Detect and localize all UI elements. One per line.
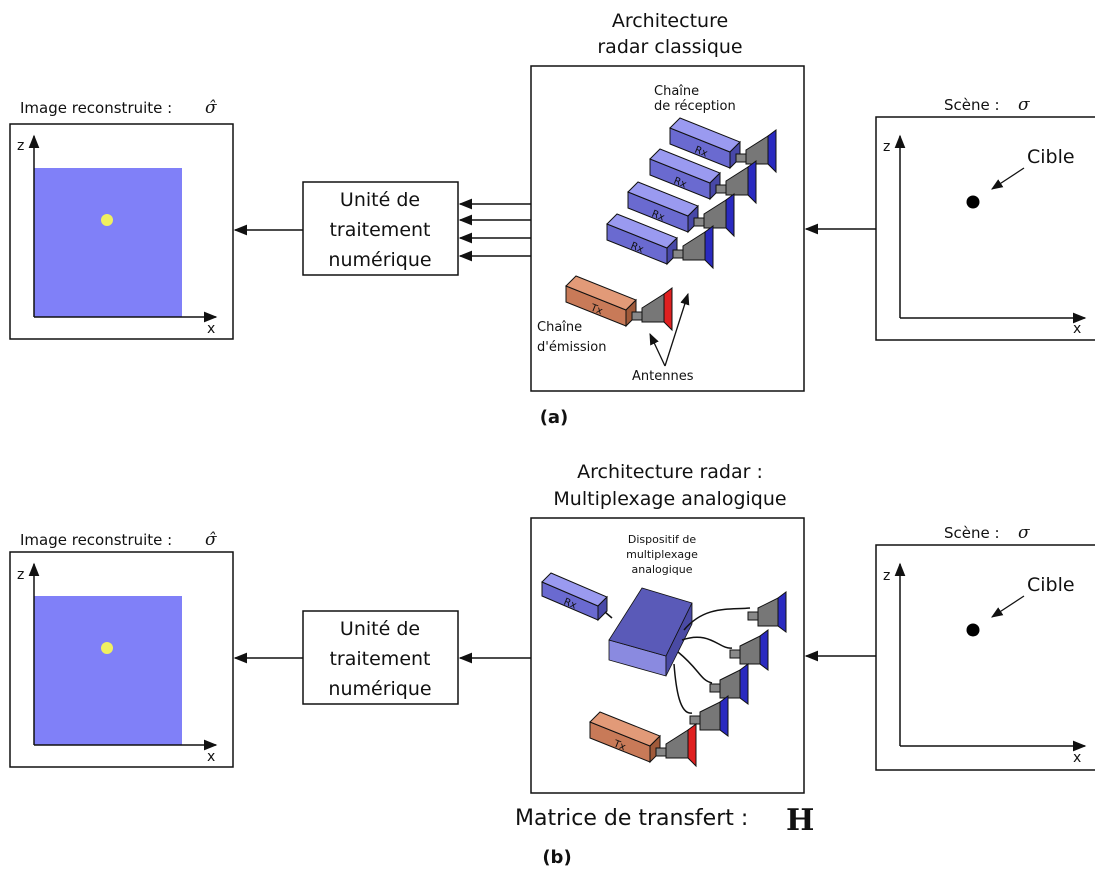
mux-device-b [608,587,693,677]
recon-title-b: Image reconstruite : [20,531,172,549]
tx-label-a: Tx [588,302,604,317]
scene-z-label-a: z [883,139,890,155]
recon-x-label-a: x [207,321,215,337]
recon-image-area-b [34,596,182,745]
rx-label-3-a: Rx [650,209,666,224]
rx-chain-line1-a: Chaîne [654,84,699,99]
recon-z-label-b: z [17,567,24,583]
rx-chain-line2-a: de réception [654,99,736,114]
processing-line1-a: Unité de [340,189,420,211]
scene-x-label-a: x [1073,321,1081,337]
rx-signal-arrows-a [458,198,531,262]
scene-target-a [966,195,980,209]
scene-frame-a [875,116,1095,341]
recon-target-dot-a [101,214,113,226]
transfer-matrix-symbol-b: H [786,803,814,838]
target-arrow-b [991,595,1025,618]
processing-line3-a: numérique [328,249,431,271]
rx-label-4-a: Rx [629,241,645,256]
processing-unit-b [302,610,459,705]
rx-label-b: Rx [562,597,578,612]
mux-label-line3-b: analogique [632,563,693,576]
recon-symbol-a: σ̂ [205,98,217,118]
scene-symbol-a: σ [1018,95,1030,115]
recon-image-area-a [34,168,182,317]
recon-x-label-b: x [207,749,215,765]
radar-title-line1-a: Architecture [612,10,728,32]
radar-title-line2-b: Multiplexage analogique [553,488,786,510]
recon-z-label-a: z [17,138,24,154]
target-label-b: Cible [1027,574,1075,596]
scene-frame-b [875,544,1095,771]
scene-symbol-b: σ [1018,523,1030,543]
scene-title-a: Scène : [944,96,1000,114]
caption-b: (b) [542,847,571,868]
recon-target-dot-b [101,642,113,654]
recon-symbol-b: σ̂ [205,530,217,550]
mux-label-line2-b: multiplexage [626,548,698,561]
transfer-matrix-label-b: Matrice de transfert : [515,806,748,831]
processing-line2-b: traitement [329,648,430,670]
panel-a: Image reconstruite : σ̂ z x Unité de tra… [9,10,1095,428]
target-label-a: Cible [1027,146,1075,168]
rx-chain-b [541,572,608,622]
rx-label-1-a: Rx [693,145,709,160]
antenna-arrow-tx-a [649,332,666,367]
caption-a: (a) [540,407,569,428]
radar-box-a [530,65,805,392]
rx-label-2-a: Rx [672,176,688,191]
antenna-arrow-rx-a [664,292,690,367]
tx-chain-line1-a: Chaîne [537,320,582,335]
rx-cable-b [604,611,613,619]
scene-x-label-b: x [1073,750,1081,766]
processing-line3-b: numérique [328,678,431,700]
scene-title-b: Scène : [944,524,1000,542]
panel-b: Image reconstruite : σ̂ z x Unité de tra… [9,461,1095,868]
scene-z-label-b: z [883,568,890,584]
target-arrow-a [991,167,1025,190]
tx-chain-line2-a: d'émission [537,340,606,355]
antennas-label-a: Antennes [632,369,694,384]
processing-line1-b: Unité de [340,618,420,640]
recon-title-a: Image reconstruite : [20,99,172,117]
mux-cables-b [673,607,751,714]
mux-label-line1-b: Dispositif de [628,533,696,546]
tx-label-b: Tx [611,738,627,753]
processing-line2-a: traitement [329,219,430,241]
processing-unit-a [302,181,459,276]
radar-title-line2-a: radar classique [597,36,742,58]
scene-target-b [966,623,980,637]
radar-title-line1-b: Architecture radar : [577,461,763,483]
